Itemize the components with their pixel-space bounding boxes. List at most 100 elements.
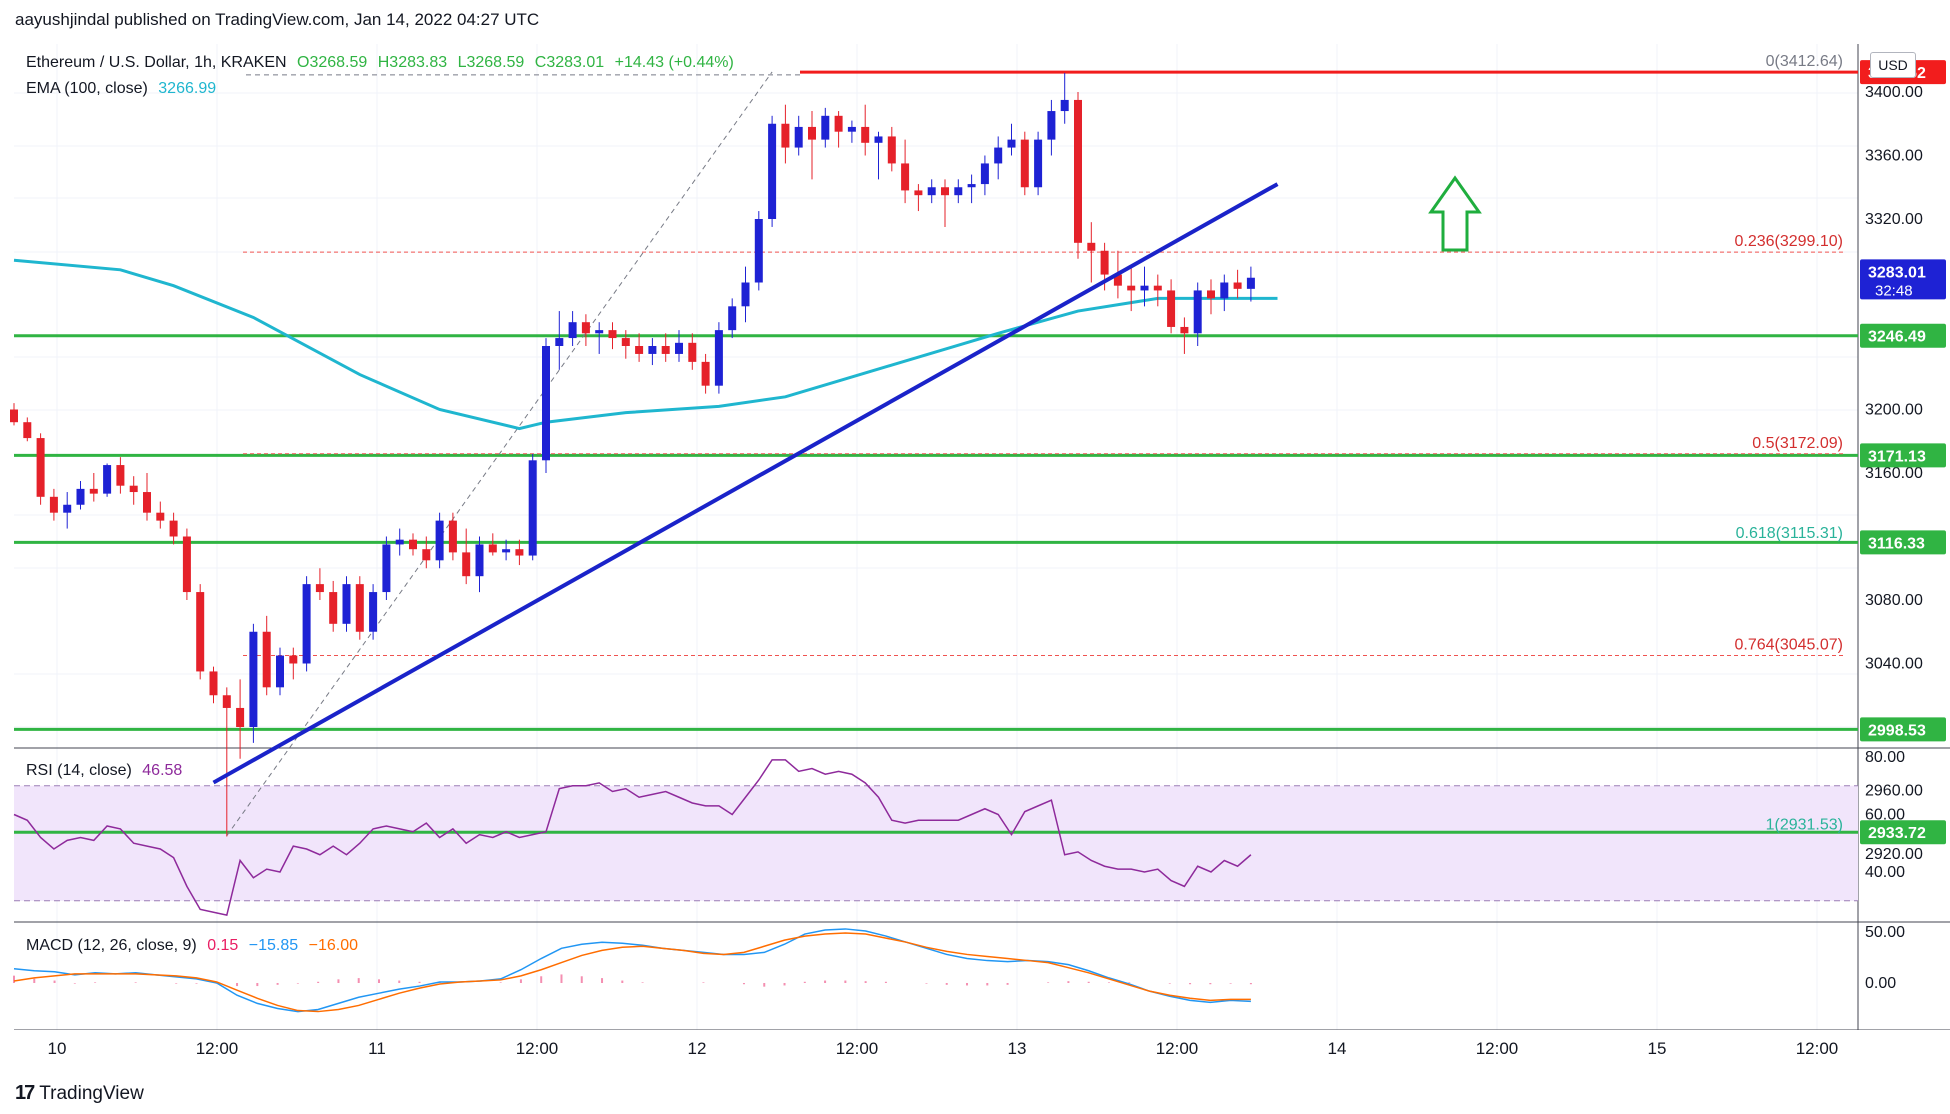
candle-body-41 <box>555 338 564 346</box>
candle-body-93 <box>1246 277 1255 289</box>
support-badge-4: 2933.72 <box>1868 825 1926 842</box>
candle-body-72 <box>967 184 976 188</box>
price-tick-0: 3400.00 <box>1865 84 1923 101</box>
macd-value-1: 0.15 <box>207 937 239 954</box>
macd-tick-1: 0.00 <box>1865 975 1896 992</box>
candle-body-90 <box>1207 290 1215 299</box>
rsi-tick-0: 80.00 <box>1865 749 1905 766</box>
candle-body-0 <box>10 409 18 423</box>
support-badge-2: 3116.33 <box>1868 535 1925 552</box>
last-price-badge-countdown: 32:48 <box>1875 282 1913 299</box>
trendline-line <box>212 182 1279 785</box>
tradingview-logo[interactable]: 17 TradingView <box>15 1082 144 1105</box>
candle-body-22 <box>302 584 311 664</box>
publisher-line: aayushjindal published on TradingView.co… <box>15 10 540 29</box>
candle-body-19 <box>262 631 271 688</box>
candle-body-64 <box>861 126 870 143</box>
candle-body-79 <box>1060 99 1069 112</box>
macd-value-2: −15.85 <box>248 937 299 954</box>
rsi-label[interactable]: RSI (14, close) <box>26 762 132 779</box>
candle-body-24 <box>329 592 338 624</box>
time-axis: 10 12:00 11 12:00 12 12:00 13 12:00 14 12:00 15 12:… <box>48 1039 1839 1058</box>
time-tick-4: 12 <box>688 1039 707 1058</box>
currency-badge[interactable]: USD <box>1870 52 1916 78</box>
candle-body-78 <box>1047 111 1056 140</box>
time-tick-3: 12:00 <box>516 1039 559 1058</box>
candle-body-68 <box>914 190 923 196</box>
rsi-tick-1: 60.00 <box>1865 807 1905 824</box>
candle-body-40 <box>542 346 550 461</box>
ema-value: 3266.99 <box>158 80 217 97</box>
candle-body-36 <box>488 544 497 553</box>
candle-body-55 <box>741 282 750 307</box>
candle-body-73 <box>980 163 989 185</box>
candle-body-60 <box>808 126 816 140</box>
candle-body-31 <box>422 549 431 561</box>
candlesticks <box>10 72 1255 837</box>
candle-body-53 <box>714 330 723 386</box>
candle-body-1 <box>23 422 32 439</box>
candle-body-27 <box>369 592 378 632</box>
time-tick-8: 14 <box>1328 1039 1347 1058</box>
candle-body-15 <box>209 671 218 696</box>
candle-body-6 <box>89 488 98 494</box>
up-arrow-icon <box>1428 175 1482 252</box>
candle-body-66 <box>887 136 896 164</box>
close-value: C3283.01 <box>534 54 605 71</box>
horizontal-levels <box>14 70 1858 834</box>
support-badge-0-bg <box>1860 323 1946 348</box>
candle-body-67 <box>901 163 910 191</box>
symbol-name[interactable]: Ethereum / U.S. Dollar, 1h, KRAKEN <box>26 54 287 71</box>
last-price-badge-bg <box>1860 259 1946 300</box>
price-axis: 3400.003360.003320.003280.003200.003160.… <box>1860 60 1946 992</box>
candle-body-18 <box>249 631 258 727</box>
candle-body-81 <box>1087 242 1096 251</box>
candle-body-13 <box>182 536 191 593</box>
support-badge-4-bg <box>1860 820 1946 845</box>
chart-grid <box>14 44 1858 1030</box>
time-tick-10: 15 <box>1648 1039 1667 1058</box>
candle-body-26 <box>355 584 364 632</box>
candle-body-50 <box>675 342 683 354</box>
change-value: +14.43 (+0.44%) <box>614 54 734 71</box>
fib-label-4: 0.764(3045.07) <box>1734 636 1843 653</box>
tradingview-logo-icon: 17 <box>15 1082 35 1104</box>
candle-body-17 <box>236 707 245 727</box>
ema-legend: EMA (100, close) 3266.99 <box>26 80 222 98</box>
candle-body-46 <box>621 338 630 346</box>
rsi-band <box>14 785 1858 902</box>
time-tick-2: 11 <box>368 1039 386 1058</box>
support-badge-1-bg <box>1860 443 1946 468</box>
support-badge-3: 2998.53 <box>1868 722 1926 739</box>
candle-body-92 <box>1233 282 1242 289</box>
brand-name: TradingView <box>39 1082 144 1104</box>
candle-body-33 <box>448 520 457 553</box>
fib-diagonal <box>226 71 800 836</box>
candle-body-56 <box>754 219 763 283</box>
ema-polyline <box>13 258 1278 431</box>
candle-body-89 <box>1193 290 1202 334</box>
candle-body-39 <box>528 460 537 556</box>
price-tick-1: 3360.00 <box>1865 148 1923 165</box>
candle-body-16 <box>222 695 231 708</box>
price-tick-2: 3320.00 <box>1865 211 1923 228</box>
fib-retracement: 0(3412.64) 0.236(3299.10) 0.5(3172.09) 0.61… <box>243 53 1845 834</box>
candle-body-49 <box>661 346 670 354</box>
candle-body-29 <box>395 539 404 545</box>
candle-body-88 <box>1180 326 1189 334</box>
macd-label[interactable]: MACD (12, 26, close, 9) <box>26 937 197 954</box>
candle-body-9 <box>129 485 138 493</box>
candle-body-59 <box>794 126 803 148</box>
candle-body-5 <box>76 488 85 505</box>
macd-value-3: −16.00 <box>308 937 359 954</box>
candle-body-70 <box>941 187 949 196</box>
pane-borders <box>14 44 1950 1064</box>
price-tick-5: 3160.00 <box>1865 465 1923 482</box>
rsi-polyline <box>13 759 1252 917</box>
ema-label[interactable]: EMA (100, close) <box>26 80 148 97</box>
time-tick-5: 12:00 <box>836 1039 879 1058</box>
candle-body-37 <box>502 549 511 553</box>
macd-polyline <box>13 928 1251 1013</box>
candle-body-30 <box>409 539 417 550</box>
